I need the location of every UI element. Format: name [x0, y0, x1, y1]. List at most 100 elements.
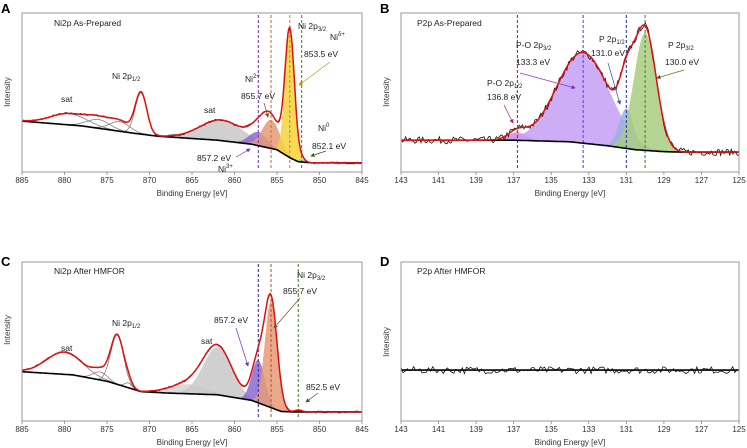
panel-letter-d: D	[380, 254, 389, 269]
panel-d-ylabel: Intensity	[382, 327, 391, 357]
x-tick-label: 850	[313, 176, 327, 185]
x-tick-label: 850	[313, 425, 327, 434]
x-tick-label: 141	[432, 425, 446, 434]
panel-b: B P2p As-Prepared Binding Energy [eV] In…	[380, 1, 746, 198]
arrow	[235, 327, 249, 367]
x-tick-label: 139	[469, 425, 483, 434]
x-tick-label: 127	[695, 176, 709, 185]
panel-b-ylabel: Intensity	[382, 77, 391, 107]
x-tick-label: 865	[185, 176, 199, 185]
panel-c-plot	[21, 264, 363, 419]
label-855-7: 855.7 eV	[241, 91, 275, 101]
panel-c-xticks: 885 880 875 870 865 860 855 850 845	[15, 421, 369, 434]
panel-c-xlabel: Binding Energy [eV]	[157, 438, 228, 447]
panel-d-frame	[400, 261, 740, 422]
arrow	[263, 102, 270, 118]
x-tick-label: 131	[620, 176, 634, 185]
x-tick-label: 141	[432, 176, 446, 185]
x-tick-label: 870	[143, 425, 157, 434]
arrow	[273, 297, 301, 329]
panel-b-xticks: 143 141 139 137 135 133 131 129 127 125	[394, 172, 746, 185]
label-ni0: Ni0	[318, 123, 330, 133]
label-133-3: 133.3 eV	[516, 57, 550, 67]
arrow	[503, 104, 514, 124]
component-peak-873.5	[21, 120, 362, 164]
raw-data-line	[21, 294, 363, 414]
x-tick-label: 865	[185, 425, 199, 434]
panel-a-frame	[21, 12, 363, 173]
component-peak-861.5	[22, 119, 362, 163]
panel-d-xlabel: Binding Energy [eV]	[535, 438, 606, 447]
panel-d-xticks: 143 141 139 137 135 133 131 129 127 125	[394, 421, 746, 434]
panel-letter-a: A	[1, 1, 11, 16]
raw-data-line	[400, 365, 740, 375]
label-ni-delta: Niδ+	[330, 32, 345, 42]
x-tick-label: 129	[657, 176, 671, 185]
panel-a-plot	[21, 15, 363, 170]
panel-letter-c: C	[1, 254, 11, 269]
fit-envelope-line	[21, 292, 362, 413]
x-tick-label: 143	[394, 425, 408, 434]
x-tick-label: 135	[545, 425, 559, 434]
background-line	[21, 120, 362, 164]
component-peak-855.7	[22, 119, 362, 163]
label-855-7: 855.7 eV	[283, 286, 317, 296]
panel-a-title: Ni2p As-Prepared	[54, 18, 121, 28]
arrow	[607, 62, 622, 105]
label-p-2p12: P 2p1/2	[599, 34, 625, 46]
x-tick-label: 135	[545, 176, 559, 185]
label-ni3plus: Ni3+	[218, 164, 233, 174]
arrow	[519, 72, 576, 90]
label-853-5: 853.5 eV	[304, 49, 338, 59]
x-tick-label: 125	[732, 176, 746, 185]
x-tick-label: 133	[582, 176, 596, 185]
label-ni-2p32: Ni 2p3/2	[297, 270, 326, 282]
component-peak-852.1	[22, 121, 362, 163]
x-tick-label: 133	[582, 425, 596, 434]
component-peak-855.7	[22, 301, 362, 412]
x-tick-label: 885	[15, 176, 29, 185]
component-peak-871	[21, 92, 362, 164]
x-tick-label: 125	[732, 425, 746, 434]
label-sat: sat	[201, 336, 213, 346]
panel-c-ylabel: Intensity	[3, 315, 12, 345]
label-po-2p32: P-O 2p3/2	[516, 40, 552, 52]
label-ni2plus: Ni2+	[245, 74, 260, 84]
arrow	[235, 148, 251, 158]
x-tick-label: 885	[15, 425, 29, 434]
x-tick-label: 880	[58, 176, 72, 185]
panel-c: C Ni2p After HMFOR Binding Energy [eV] I…	[1, 254, 369, 447]
component-peak-857.2	[22, 121, 362, 163]
x-tick-label: 875	[100, 176, 114, 185]
panel-b-plot	[400, 15, 740, 170]
x-tick-label: 855	[270, 425, 284, 434]
panel-b-xlabel: Binding Energy [eV]	[535, 189, 606, 198]
panel-a-ylabel: Intensity	[3, 77, 12, 107]
x-tick-label: 137	[507, 176, 521, 185]
label-130-0: 130.0 eV	[665, 57, 699, 67]
label-sat: sat	[61, 94, 73, 104]
panel-b-title: P2p As-Prepared	[417, 18, 482, 28]
x-tick-label: 139	[469, 176, 483, 185]
x-tick-label: 875	[100, 425, 114, 434]
panel-b-frame	[400, 12, 740, 173]
x-tick-label: 143	[394, 176, 408, 185]
panel-a-xticks: 885 880 875 870 865 860 855 850 845	[15, 172, 369, 185]
panel-d-plot	[400, 365, 740, 375]
arrow	[298, 61, 331, 86]
label-ni-2p32: Ni 2p3/2	[298, 21, 327, 33]
label-ni-2p12: Ni 2p1/2	[112, 71, 141, 83]
label-852-1: 852.1 eV	[312, 141, 346, 151]
component-peak-853.5	[22, 30, 362, 163]
label-sat: sat	[204, 105, 216, 115]
panel-d-title: P2p After HMFOR	[417, 266, 486, 276]
label-852-5: 852.5 eV	[306, 382, 340, 392]
label-131-0: 131.0 eV	[591, 48, 625, 58]
x-tick-label: 845	[355, 425, 369, 434]
label-po-2p12: P-O 2p1/2	[487, 78, 523, 90]
x-tick-label: 127	[695, 425, 709, 434]
x-tick-label: 131	[620, 425, 634, 434]
label-p-2p32: P 2p3/2	[668, 40, 694, 52]
component-peak-862	[22, 347, 362, 412]
